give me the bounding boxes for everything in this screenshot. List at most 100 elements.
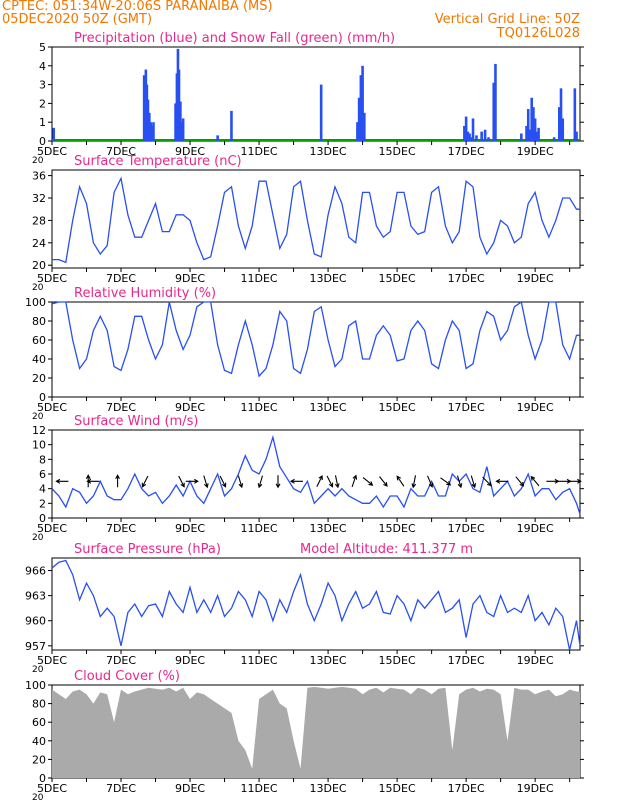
precip-bar xyxy=(535,131,539,141)
precip-bar xyxy=(180,122,184,141)
wind-title: Surface Wind (m/s) xyxy=(74,414,198,429)
humidity-frame xyxy=(51,301,581,398)
precip-xtick-year: 20 xyxy=(32,156,44,166)
pressure-ytick-label: 963 xyxy=(25,590,46,603)
precip-ytick-label: 0 xyxy=(39,135,46,148)
precip-frame xyxy=(51,46,581,142)
precip-xtick-label: 17DEC xyxy=(448,145,485,158)
precip-xtick-label: 19DEC xyxy=(517,145,554,158)
precip-bar xyxy=(179,101,182,141)
wind-arrow xyxy=(257,475,264,489)
wind-ytick-label: 8 xyxy=(39,453,46,466)
wind-arrow xyxy=(55,478,69,484)
precip-bar xyxy=(356,122,359,141)
humidity-ytick-label: 100 xyxy=(25,296,46,309)
wind-xtick-label: 11DEC xyxy=(241,522,278,535)
precip-bar xyxy=(363,112,366,141)
precip-xtick-label: 11DEC xyxy=(241,145,278,158)
wind-arrow xyxy=(115,474,120,488)
precip-bar xyxy=(150,125,154,141)
wind-ytick-label: 0 xyxy=(39,512,46,525)
wind-arrow xyxy=(482,476,492,487)
precip-bar xyxy=(468,133,471,141)
wind-ytick-label: 12 xyxy=(32,424,46,437)
pressure-xtick-label: 19DEC xyxy=(517,654,554,667)
humidity-series-line xyxy=(51,300,580,378)
pressure-frame xyxy=(51,557,581,651)
precip-xtick-label: 7DEC xyxy=(106,145,136,158)
wind-arrow xyxy=(351,474,358,488)
wind-arrow xyxy=(237,475,244,489)
precip-bar xyxy=(483,129,487,141)
header-station: CPTEC: 051:34W-20:06S PARANAIBA (MS) xyxy=(2,0,273,14)
temperature-xtick-label: 17DEC xyxy=(448,272,485,285)
pressure-xtick-label: 7DEC xyxy=(106,654,136,667)
precip-bar xyxy=(174,103,177,141)
temperature-xtick-label: 5DEC xyxy=(37,272,67,285)
precip-bar xyxy=(557,107,561,141)
humidity-ytick-label: 40 xyxy=(32,353,46,366)
precip-bar xyxy=(561,118,565,141)
precip-xtick-label: 13DEC xyxy=(310,145,347,158)
precip-ytick-label: 1 xyxy=(39,116,46,129)
precip-bar xyxy=(216,135,219,141)
precip-ytick-label: 2 xyxy=(39,97,46,110)
humidity-xtick-label: 19DEC xyxy=(517,401,554,414)
humidity-title: Relative Humidity (%) xyxy=(74,286,216,301)
pressure-title: Surface Pressure (hPa) xyxy=(74,542,221,557)
cloud-xtick-label: 7DEC xyxy=(106,782,136,795)
precip-bar xyxy=(533,118,537,141)
cloud-ytick-label: 100 xyxy=(25,679,46,692)
cloud-ytick-label: 60 xyxy=(32,716,46,729)
wind-series-line xyxy=(51,434,581,515)
precip-ytick-label: 3 xyxy=(39,79,46,92)
precip-ytick-label: 5 xyxy=(39,41,46,54)
wind-arrow xyxy=(203,475,209,489)
precip-bar xyxy=(552,137,556,141)
precip-bar xyxy=(319,84,323,141)
wind-arrow xyxy=(546,478,560,484)
precip-xtick-label: 5DEC xyxy=(37,145,67,158)
header-run: 05DEC2020 50Z (GMT) xyxy=(2,12,153,27)
temperature-frame xyxy=(51,169,581,269)
precip-bar xyxy=(464,116,468,141)
precip-bar xyxy=(181,118,185,141)
precip-bar xyxy=(494,63,497,141)
wind-arrow xyxy=(568,478,582,484)
humidity-xtick-label: 17DEC xyxy=(448,401,485,414)
wind-arrow xyxy=(396,475,405,487)
precip-bar xyxy=(361,65,364,141)
precip-bar xyxy=(466,131,470,141)
temperature-xtick-label: 13DEC xyxy=(310,272,347,285)
wind-arrow xyxy=(426,475,434,488)
humidity-xtick-label: 9DEC xyxy=(175,401,205,414)
wind-arrow xyxy=(495,478,509,484)
temperature-ytick-label: 24 xyxy=(32,237,46,250)
cloud-cover-area xyxy=(52,686,580,778)
wind-arrow xyxy=(411,475,417,489)
precip-xtick-label: 9DEC xyxy=(175,145,205,158)
precip-bar xyxy=(525,125,528,141)
wind-arrow xyxy=(515,476,525,487)
wind-ytick-label: 4 xyxy=(39,483,46,496)
cloud-xtick-year: 20 xyxy=(32,793,44,800)
cloud-xtick-label: 13DEC xyxy=(310,782,347,795)
precip-bar xyxy=(469,137,473,141)
temperature-xtick-label: 7DEC xyxy=(106,272,136,285)
precip-bar xyxy=(475,135,478,141)
precip-bar xyxy=(357,97,361,141)
temperature-ytick-label: 28 xyxy=(32,214,46,227)
precip-bar xyxy=(492,82,496,141)
pressure-xtick-label: 5DEC xyxy=(37,654,67,667)
wind-xtick-label: 13DEC xyxy=(310,522,347,535)
temperature-ytick-label: 20 xyxy=(32,259,46,272)
precip-bar xyxy=(52,127,56,141)
precip-bar xyxy=(526,109,530,141)
cloud-ytick-label: 80 xyxy=(32,698,46,711)
wind-arrow xyxy=(530,475,540,487)
pressure-series-line xyxy=(51,559,581,651)
humidity-ytick-label: 60 xyxy=(32,334,46,347)
temperature-title: Surface Temperature (nC) xyxy=(74,154,242,169)
precip-bar xyxy=(530,97,533,141)
